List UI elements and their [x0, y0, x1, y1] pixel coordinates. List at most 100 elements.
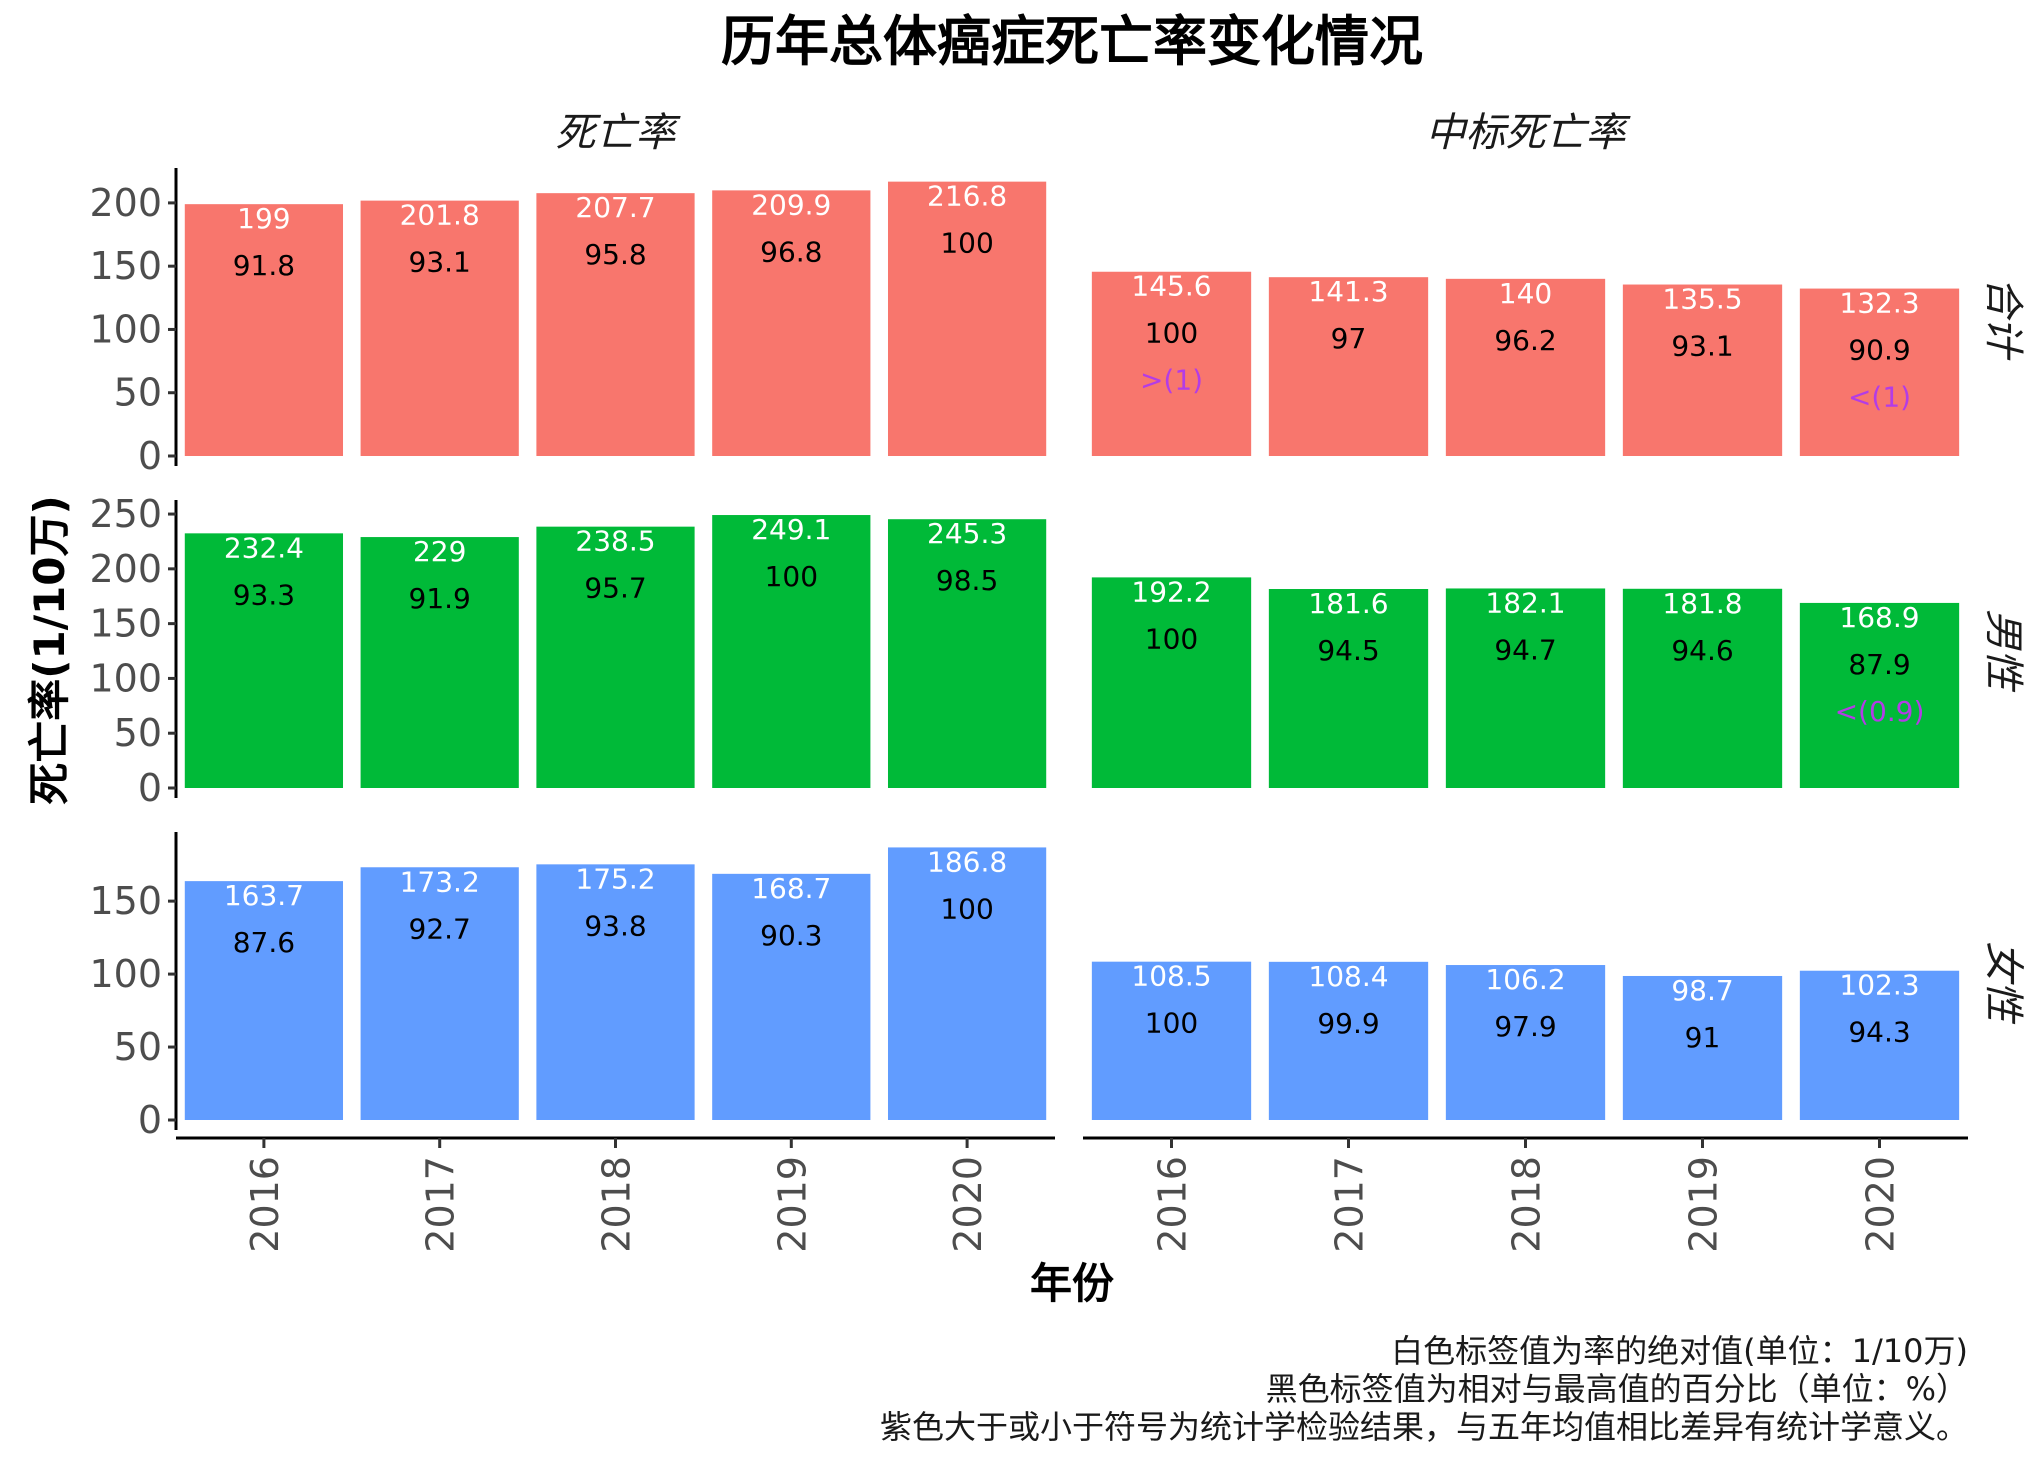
percent-label: 95.8 — [584, 238, 646, 271]
bar — [536, 193, 695, 457]
bar — [184, 204, 344, 456]
value-label: 106.2 — [1485, 963, 1565, 996]
value-label: 186.8 — [927, 845, 1007, 878]
value-label: 182.1 — [1485, 586, 1565, 619]
x-tick-label: 2016 — [1151, 1156, 1195, 1253]
significance-label: >(1) — [1140, 364, 1203, 397]
percent-label: 90.9 — [1848, 334, 1910, 367]
percent-label: 94.6 — [1671, 634, 1733, 667]
percent-label: 97.9 — [1494, 1010, 1556, 1043]
percent-label: 94.3 — [1848, 1016, 1910, 1049]
value-label: 141.3 — [1308, 275, 1388, 308]
bar — [1445, 278, 1606, 456]
percent-label: 100 — [940, 892, 993, 925]
x-tick-label: 2020 — [1859, 1156, 1903, 1253]
caption-line-3: 紫色大于或小于符号为统计学检验结果，与五年均值相比差异有统计学意义。 — [880, 1408, 1968, 1446]
bar — [887, 181, 1047, 457]
y-tick-label: 50 — [114, 371, 162, 415]
bar — [1091, 961, 1252, 1120]
percent-label: 93.8 — [584, 909, 646, 942]
value-label: 168.7 — [751, 872, 831, 905]
value-label: 168.9 — [1839, 601, 1919, 634]
value-label: 140 — [1499, 277, 1552, 310]
x-axis-title: 年份 — [1030, 1259, 1114, 1308]
percent-label: 100 — [1145, 317, 1198, 350]
y-tick-label: 200 — [89, 547, 162, 591]
bar — [360, 867, 519, 1120]
percent-label: 97 — [1331, 322, 1367, 355]
facet-col-strip: 中标死亡率 — [1426, 110, 1632, 156]
value-label: 98.7 — [1671, 974, 1733, 1007]
bar — [1799, 288, 1960, 456]
bar — [887, 847, 1047, 1120]
x-tick-label: 2019 — [1682, 1156, 1726, 1253]
value-label: 232.4 — [224, 531, 304, 564]
value-label: 181.6 — [1308, 587, 1388, 620]
value-label: 173.2 — [400, 865, 480, 898]
value-label: 181.8 — [1662, 587, 1742, 620]
bar — [712, 190, 871, 456]
y-tick-label: 250 — [89, 492, 162, 536]
percent-label: 87.9 — [1848, 648, 1910, 681]
value-label: 245.3 — [927, 517, 1007, 550]
bar — [360, 200, 519, 456]
percent-label: 99.9 — [1317, 1007, 1379, 1040]
y-tick-label: 100 — [89, 952, 162, 996]
percent-label: 100 — [765, 560, 818, 593]
bar — [712, 515, 871, 788]
facet-row-strip: 女性 — [1980, 941, 2026, 1025]
value-label: 163.7 — [224, 879, 304, 912]
x-tick-label: 2017 — [419, 1156, 463, 1253]
percent-label: 91.9 — [409, 582, 471, 615]
percent-label: 94.5 — [1317, 634, 1379, 667]
bar — [1799, 970, 1960, 1120]
y-tick-label: 0 — [138, 1098, 162, 1142]
x-tick-label: 2017 — [1328, 1156, 1372, 1253]
value-label: 145.6 — [1131, 270, 1211, 303]
facet-row-strip: 合计 — [1980, 277, 2026, 361]
value-label: 199 — [237, 202, 290, 235]
caption-line-1: 白色标签值为率的绝对值(单位：1/10万) — [1391, 1332, 1968, 1370]
bar — [887, 519, 1047, 788]
bar — [1268, 589, 1429, 788]
bar — [1268, 277, 1429, 456]
bar — [536, 864, 695, 1120]
bar — [1622, 588, 1783, 788]
percent-label: 100 — [1145, 622, 1198, 655]
y-tick-label: 100 — [89, 656, 162, 700]
value-label: 135.5 — [1662, 283, 1742, 316]
value-label: 201.8 — [400, 199, 480, 232]
percent-label: 90.3 — [760, 919, 822, 952]
y-tick-label: 150 — [89, 602, 162, 646]
percent-label: 87.6 — [233, 926, 295, 959]
value-label: 229 — [413, 535, 466, 568]
value-label: 175.2 — [575, 862, 655, 895]
y-tick-label: 150 — [89, 244, 162, 288]
percent-label: 95.7 — [584, 572, 646, 605]
value-label: 209.9 — [751, 188, 831, 221]
bar — [1622, 975, 1783, 1120]
percent-label: 91 — [1685, 1021, 1721, 1054]
value-label: 102.3 — [1839, 969, 1919, 1002]
significance-label: <(0.9) — [1835, 695, 1925, 728]
percent-label: 96.2 — [1494, 324, 1556, 357]
y-tick-label: 100 — [89, 307, 162, 351]
bar — [712, 873, 871, 1120]
percent-label: 93.1 — [409, 246, 471, 279]
value-label: 108.5 — [1131, 960, 1211, 993]
x-tick-label: 2016 — [243, 1156, 287, 1253]
value-label: 249.1 — [751, 513, 831, 546]
significance-label: <(1) — [1848, 381, 1911, 414]
facet-col-strip: 死亡率 — [556, 110, 682, 156]
percent-label: 91.8 — [233, 249, 295, 282]
bar — [1445, 588, 1606, 788]
percent-label: 93.3 — [233, 578, 295, 611]
percent-label: 96.8 — [760, 235, 822, 268]
y-axis-title: 死亡率(1/10万) — [25, 495, 74, 804]
percent-label: 100 — [940, 227, 993, 260]
value-label: 192.2 — [1131, 575, 1211, 608]
percent-label: 98.5 — [936, 564, 998, 597]
